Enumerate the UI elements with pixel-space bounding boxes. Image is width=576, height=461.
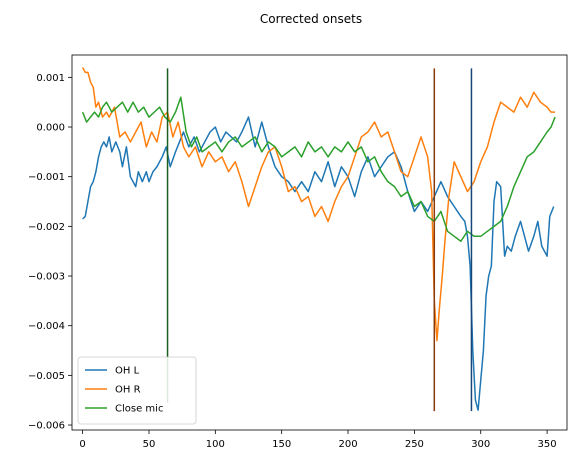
legend: OH L OH R Close mic [77,356,197,425]
y-tick-label: −0.002 [28,222,65,233]
y-tick-label: 0.000 [36,123,65,134]
x-tick-label: 50 [143,439,156,450]
y-tick-label: −0.001 [28,172,65,183]
series-line-2 [81,67,556,342]
series-line-1 [82,116,555,411]
series-line-3 [81,96,556,243]
plot-area [81,67,556,412]
x-tick-label: 300 [471,439,490,450]
y-tick-label: −0.006 [28,421,65,432]
chart-title: Corrected onsets [260,12,362,26]
y-tick-label: −0.004 [28,321,65,332]
x-tick-label: 200 [338,439,357,450]
x-tick-label: 0 [79,439,85,450]
y-tick-label: −0.005 [28,371,65,382]
legend-label: OH L [115,366,140,377]
y-tick-label: 0.001 [36,73,65,84]
y-tick-label: −0.003 [28,272,65,283]
legend-frame [77,356,197,425]
legend-label: Close mic [115,404,163,415]
x-tick-label: 250 [405,439,424,450]
legend-label: OH R [115,385,141,396]
y-axis: 0.001 0.000 −0.001 −0.002 −0.003 −0.004 −0.005… [28,73,72,432]
x-axis: 0 50 100 150 200 250 300 350 [79,430,557,450]
x-tick-label: 150 [272,439,291,450]
x-tick-label: 100 [206,439,225,450]
axes-frame [71,54,568,431]
x-tick-label: 350 [538,439,557,450]
